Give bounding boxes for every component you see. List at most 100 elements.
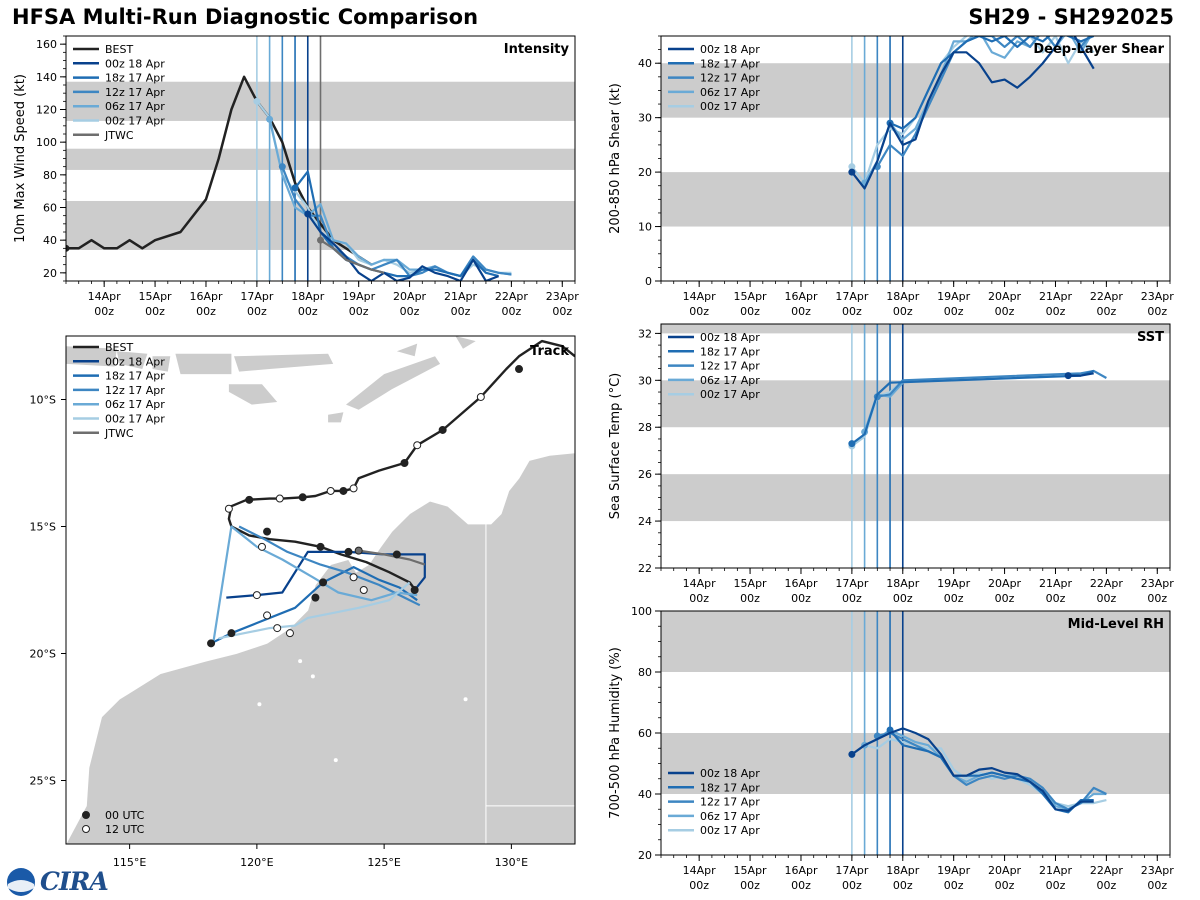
- x-tick-hour: 00z: [791, 592, 811, 605]
- y-tick-label: 40: [43, 234, 57, 247]
- island-landmass: [228, 384, 278, 405]
- lake-feature: [310, 674, 315, 679]
- series-line-run_12z_17apr: [877, 369, 1107, 398]
- x-tick-hour: 00z: [689, 305, 709, 318]
- x-tick-date: 17Apr: [835, 577, 869, 590]
- track-marker-open: [349, 484, 358, 493]
- x-tick-hour: 00z: [247, 305, 267, 318]
- track-marker-filled: [311, 593, 320, 602]
- panel-sst: 22 24 26 28 30 32 14Apr 00z 15Apr 00z 16Apr 00z 17Ap…: [608, 323, 1175, 605]
- series-line-run_06z_17apr: [268, 119, 512, 278]
- y-tick-label: 0: [645, 275, 652, 288]
- y-tick-label: 40: [638, 788, 652, 801]
- x-tick-hour: 00z: [94, 305, 114, 318]
- y-tick-label: 32: [638, 327, 652, 340]
- x-tick-date: 23Apr: [1141, 577, 1175, 590]
- series-group: [848, 36, 1095, 190]
- map-frame: [65, 335, 576, 845]
- y-tick-label: 28: [638, 421, 652, 434]
- x-tick-hour: 00z: [995, 305, 1015, 318]
- track-marker-filled: [339, 486, 348, 495]
- x-tick-hour: 00z: [689, 879, 709, 892]
- x-tick-hour: 00z: [1147, 592, 1167, 605]
- x-tick-date: 17Apr: [835, 864, 869, 877]
- x-tick-hour: 00z: [1046, 592, 1066, 605]
- x-tick-date: 20Apr: [988, 290, 1022, 303]
- y-tick-label: 30: [638, 112, 652, 125]
- series-start-point: [1064, 372, 1072, 380]
- x-tick-hour: 00z: [552, 305, 572, 318]
- noaa-wave-shape: [8, 880, 34, 892]
- series-start-point: [253, 97, 261, 105]
- panel-title: Track: [530, 344, 569, 359]
- x-tick-date: 17Apr: [835, 290, 869, 303]
- y-tick-label: 40: [638, 57, 652, 70]
- x-tick-hour: 00z: [400, 305, 420, 318]
- legend-label: 18z 17 Apr: [700, 345, 760, 358]
- track-marker-filled: [227, 629, 236, 638]
- series-group: [848, 369, 1107, 450]
- legend-label: 06z 17 Apr: [105, 398, 165, 411]
- series-start-point: [304, 210, 312, 218]
- threshold-band: [661, 324, 1170, 334]
- x-tick-hour: 00z: [791, 305, 811, 318]
- lon-tick-label: 125°E: [367, 856, 400, 869]
- legend-label: JTWC: [104, 129, 134, 142]
- legend-label: 00z 18 Apr: [105, 57, 165, 70]
- track-line-run_06z_17apr: [212, 525, 418, 641]
- track-marker-filled: [316, 542, 325, 551]
- x-tick-date: 18Apr: [291, 290, 325, 303]
- x-tick-hour: 00z: [893, 305, 913, 318]
- x-tick-hour: 00z: [842, 305, 862, 318]
- series-group: [66, 75, 512, 281]
- y-axis-label: 10m Max Wind Speed (kt): [13, 74, 28, 243]
- island-landmass: [175, 353, 232, 375]
- legend-label: 18z 17 Apr: [105, 72, 165, 85]
- x-tick-date: 14Apr: [683, 577, 717, 590]
- panel-intensity: 20 40 60 80 100 120 140 160 14Apr 00z 15Apr 00z 16Ap…: [13, 35, 579, 318]
- y-tick-label: 100: [631, 605, 652, 618]
- y-tick-label: 120: [36, 104, 57, 117]
- legend-label: 00z 18 Apr: [700, 43, 760, 56]
- x-tick-hour: 00z: [944, 305, 964, 318]
- x-tick-hour: 00z: [944, 879, 964, 892]
- x-tick-date: 19Apr: [342, 290, 376, 303]
- marker-legend-open: [82, 825, 90, 833]
- x-tick-date: 16Apr: [784, 577, 818, 590]
- x-tick-hour: 00z: [145, 305, 165, 318]
- x-tick-date: 19Apr: [937, 577, 971, 590]
- track-marker-open: [263, 611, 272, 620]
- marker-legend-filled: [82, 811, 90, 819]
- x-tick-date: 18Apr: [886, 577, 920, 590]
- cira-wordmark: CIRA: [40, 867, 109, 896]
- series-line-run_00z_17apr: [851, 737, 1107, 808]
- series-start-point: [848, 168, 856, 176]
- x-tick-hour: 00z: [1046, 879, 1066, 892]
- legend-label: 00z 18 Apr: [700, 767, 760, 780]
- x-tick-date: 15Apr: [734, 577, 768, 590]
- legend-label: 06z 17 Apr: [700, 374, 760, 387]
- x-tick-hour: 00z: [1096, 305, 1116, 318]
- x-tick-hour: 00z: [501, 305, 521, 318]
- lat-tick-label: 20°S: [30, 648, 56, 661]
- island-landmass: [116, 351, 148, 369]
- x-tick-hour: 00z: [1147, 879, 1167, 892]
- lake-feature: [463, 697, 468, 702]
- track-marker-filled: [438, 425, 447, 434]
- legend-label: 12z 17 Apr: [700, 72, 760, 85]
- x-tick-hour: 00z: [1046, 305, 1066, 318]
- threshold-band: [661, 474, 1170, 522]
- track-marker-filled: [298, 493, 307, 502]
- track-marker-filled: [245, 495, 254, 504]
- island-landmass: [328, 412, 344, 423]
- legend-label: 00z 18 Apr: [105, 355, 165, 368]
- storm-id: SH29 - SH292025: [968, 5, 1174, 29]
- track-marker-open: [224, 504, 233, 513]
- track-marker-open: [413, 441, 422, 450]
- x-tick-date: 22Apr: [1090, 290, 1124, 303]
- y-tick-label: 100: [36, 136, 57, 149]
- legend-label: 06z 17 Apr: [105, 100, 165, 113]
- legend-label: 12z 17 Apr: [700, 796, 760, 809]
- y-tick-label: 26: [638, 468, 652, 481]
- track-line-run_12z_17apr: [238, 525, 421, 607]
